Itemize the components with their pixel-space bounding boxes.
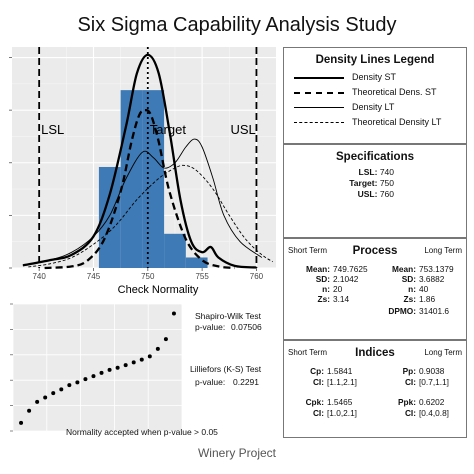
normality-plot	[10, 303, 183, 432]
normality-point	[171, 311, 176, 316]
histogram-bar	[185, 257, 208, 268]
legend-item-density-st: Density ST	[290, 71, 462, 83]
normality-point	[27, 408, 32, 413]
legend-label: Theoretical Density LT	[352, 117, 442, 127]
normality-point	[131, 360, 136, 365]
process-lt-zs: Zs: 1.86	[403, 294, 436, 304]
shapiro-p-label: p-value:	[195, 322, 226, 332]
normality-point	[19, 420, 24, 425]
normality-point	[43, 395, 48, 400]
process-long-term-label: Long Term	[424, 246, 462, 255]
spec-row-usl: USL: 760	[284, 189, 394, 199]
normality-point	[147, 354, 152, 359]
x-tick-label: 760	[250, 272, 264, 281]
histogram-bar	[120, 90, 143, 269]
normality-point	[59, 387, 64, 392]
normality-point	[75, 380, 80, 385]
scatter-background	[13, 304, 182, 431]
normality-point	[51, 391, 56, 396]
index-cp-ci: CI: [1.1,2.1]	[312, 377, 357, 387]
shapiro-p-value: 0.07506	[231, 322, 262, 332]
spec-label: USL:	[357, 189, 378, 199]
process-st-mean: Mean: 749.7625	[306, 264, 368, 274]
process-lt-dpmo: DPMO: 31401.6	[388, 306, 449, 316]
normality-point	[107, 367, 112, 372]
indices-panel: Short Term Indices Long Term Cp: 1.5841 C…	[283, 340, 467, 438]
spec-row-target: Target: 750	[284, 178, 394, 188]
legend-line-density-st	[294, 77, 344, 79]
x-tick-label: 745	[87, 272, 101, 281]
indices-short-term-label: Short Term	[288, 348, 327, 357]
legend-title: Density Lines Legend	[315, 54, 435, 66]
normality-point	[163, 337, 168, 342]
x-axis-label: Check Normality	[118, 284, 199, 296]
index-ppk-ci: CI: [0.4,0.8]	[404, 408, 449, 418]
legend-label: Density ST	[352, 72, 397, 82]
normality-point	[67, 383, 72, 388]
normality-point	[83, 377, 88, 382]
specifications-panel: Specifications LSL: 740 Target: 750 USL:…	[283, 144, 467, 238]
spec-label-usl: USL	[230, 122, 255, 137]
histogram-bar	[98, 166, 121, 268]
normality-point	[99, 370, 104, 375]
shapiro-test-name: Shapiro-Wilk Test	[195, 311, 261, 321]
index-ppk: Ppk: 0.6202	[398, 397, 445, 407]
index-cpk-ci: CI: [1.0,2.1]	[312, 408, 357, 418]
normality-note: Normality accepted when p-value > 0.05	[66, 427, 218, 437]
process-title: Process	[352, 245, 398, 257]
index-cp: Cp: 1.5841	[310, 366, 353, 376]
lilliefors-test-name: Lilliefors (K-S) Test	[190, 364, 262, 374]
spec-value: 740	[379, 167, 394, 177]
density-curve-theoretical-dens-st	[44, 108, 235, 270]
lilliefors-p-value: 0.2291	[233, 377, 259, 387]
legend-line-theoretical-st	[294, 92, 344, 94]
process-st-n: n: 20	[322, 284, 343, 294]
indices-long-term-label: Long Term	[424, 348, 462, 357]
normality-point	[155, 346, 160, 351]
spec-label: Target:	[349, 178, 378, 188]
footer-caption: Winery Project	[197, 446, 277, 460]
spec-value: 750	[379, 178, 394, 188]
specs-title: Specifications	[336, 151, 414, 163]
legend-item-density-lt: Density LT	[290, 101, 462, 113]
process-lt-mean: Mean: 753.1379	[392, 264, 454, 274]
legend-item-theoretical-lt: Theoretical Density LT	[290, 116, 462, 128]
spec-value: 760	[379, 189, 394, 199]
x-tick-label: 740	[32, 272, 46, 281]
process-st-sd: SD: 2.1042	[315, 274, 359, 284]
chart-title: Six Sigma Capability Analysis Study	[77, 14, 397, 36]
density-curve-density-lt	[22, 138, 263, 266]
process-panel: Short Term Process Long Term Mean: 749.76…	[283, 238, 467, 340]
density-curve-density-st	[22, 53, 257, 269]
legend-label: Theoretical Dens. ST	[352, 87, 437, 97]
x-tick-label: 750	[141, 272, 155, 281]
normality-point	[91, 374, 96, 379]
process-lt-sd: SD: 3.6882	[401, 274, 445, 284]
density-curve-theoretical-density-lt	[28, 164, 273, 268]
process-st-zs: Zs: 3.14	[317, 294, 350, 304]
spec-label: LSL:	[358, 167, 378, 177]
normality-point	[115, 365, 120, 370]
legend-line-density-lt	[294, 107, 344, 108]
normality-point	[123, 363, 128, 368]
process-short-term-label: Short Term	[288, 246, 327, 255]
process-lt-n: n: 40	[408, 284, 429, 294]
indices-title: Indices	[355, 347, 395, 359]
normality-point	[35, 399, 40, 404]
histogram-bar	[164, 233, 186, 268]
legend-item-theoretical-st: Theoretical Dens. ST	[290, 86, 462, 98]
lilliefors-p-label: p-value:	[195, 377, 226, 387]
legend-line-theoretical-lt	[294, 122, 344, 123]
index-pp-ci: CI: [0.7,1.1]	[404, 377, 449, 387]
spec-label-lsl: LSL	[41, 122, 64, 137]
normality-point	[139, 357, 144, 362]
x-tick-label: 755	[195, 272, 209, 281]
density-legend: Density Lines Legend Density ST Theoreti…	[283, 47, 467, 144]
legend-label: Density LT	[352, 102, 395, 112]
index-cpk: Cpk: 1.5465	[305, 397, 353, 407]
spec-row-lsl: LSL: 740	[284, 167, 394, 177]
index-pp: Pp: 0.9038	[402, 366, 445, 376]
